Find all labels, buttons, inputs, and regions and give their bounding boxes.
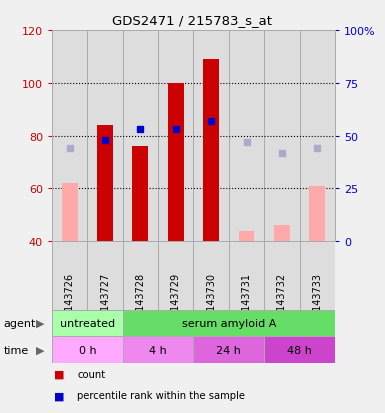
Bar — [203, 60, 219, 242]
Text: GSM143729: GSM143729 — [171, 272, 181, 331]
Text: ▶: ▶ — [36, 318, 45, 328]
Text: ■: ■ — [54, 369, 64, 379]
Text: GSM143726: GSM143726 — [65, 272, 75, 331]
Bar — [229, 31, 264, 242]
Bar — [87, 31, 123, 242]
Text: 0 h: 0 h — [79, 345, 96, 355]
Bar — [239, 231, 254, 242]
Text: ▶: ▶ — [36, 345, 45, 355]
Bar — [309, 186, 325, 242]
FancyBboxPatch shape — [193, 337, 264, 363]
Text: serum amyloid A: serum amyloid A — [182, 318, 276, 328]
FancyBboxPatch shape — [229, 242, 264, 310]
Bar — [193, 31, 229, 242]
Text: GSM143727: GSM143727 — [100, 272, 110, 331]
Bar — [52, 31, 87, 242]
FancyBboxPatch shape — [123, 310, 335, 337]
Bar — [264, 31, 300, 242]
Bar — [158, 31, 193, 242]
Text: GSM143728: GSM143728 — [136, 272, 146, 331]
Text: 24 h: 24 h — [216, 345, 241, 355]
FancyBboxPatch shape — [158, 242, 193, 310]
Bar — [62, 184, 78, 242]
Bar — [97, 126, 113, 242]
Text: 4 h: 4 h — [149, 345, 167, 355]
Bar — [300, 31, 335, 242]
FancyBboxPatch shape — [193, 242, 229, 310]
FancyBboxPatch shape — [264, 242, 300, 310]
Text: 48 h: 48 h — [287, 345, 312, 355]
Text: percentile rank within the sample: percentile rank within the sample — [77, 390, 245, 400]
Text: GDS2471 / 215783_s_at: GDS2471 / 215783_s_at — [112, 14, 273, 27]
Bar — [123, 31, 158, 242]
Bar — [132, 147, 148, 242]
Text: time: time — [4, 345, 29, 355]
Text: ■: ■ — [54, 390, 64, 400]
Text: GSM143730: GSM143730 — [206, 272, 216, 331]
FancyBboxPatch shape — [300, 242, 335, 310]
Bar — [168, 83, 184, 242]
Text: value, Detection Call = ABSENT: value, Detection Call = ABSENT — [77, 412, 235, 413]
Text: agent: agent — [4, 318, 36, 328]
Text: GSM143733: GSM143733 — [312, 272, 322, 331]
Text: GSM143732: GSM143732 — [277, 272, 287, 331]
FancyBboxPatch shape — [123, 242, 158, 310]
FancyBboxPatch shape — [264, 337, 335, 363]
FancyBboxPatch shape — [52, 310, 123, 337]
Text: GSM143731: GSM143731 — [241, 272, 251, 331]
FancyBboxPatch shape — [87, 242, 123, 310]
Text: ■: ■ — [54, 412, 64, 413]
FancyBboxPatch shape — [123, 337, 193, 363]
Bar — [274, 226, 290, 242]
FancyBboxPatch shape — [52, 242, 87, 310]
Text: untreated: untreated — [60, 318, 115, 328]
Text: count: count — [77, 369, 105, 379]
FancyBboxPatch shape — [52, 337, 123, 363]
